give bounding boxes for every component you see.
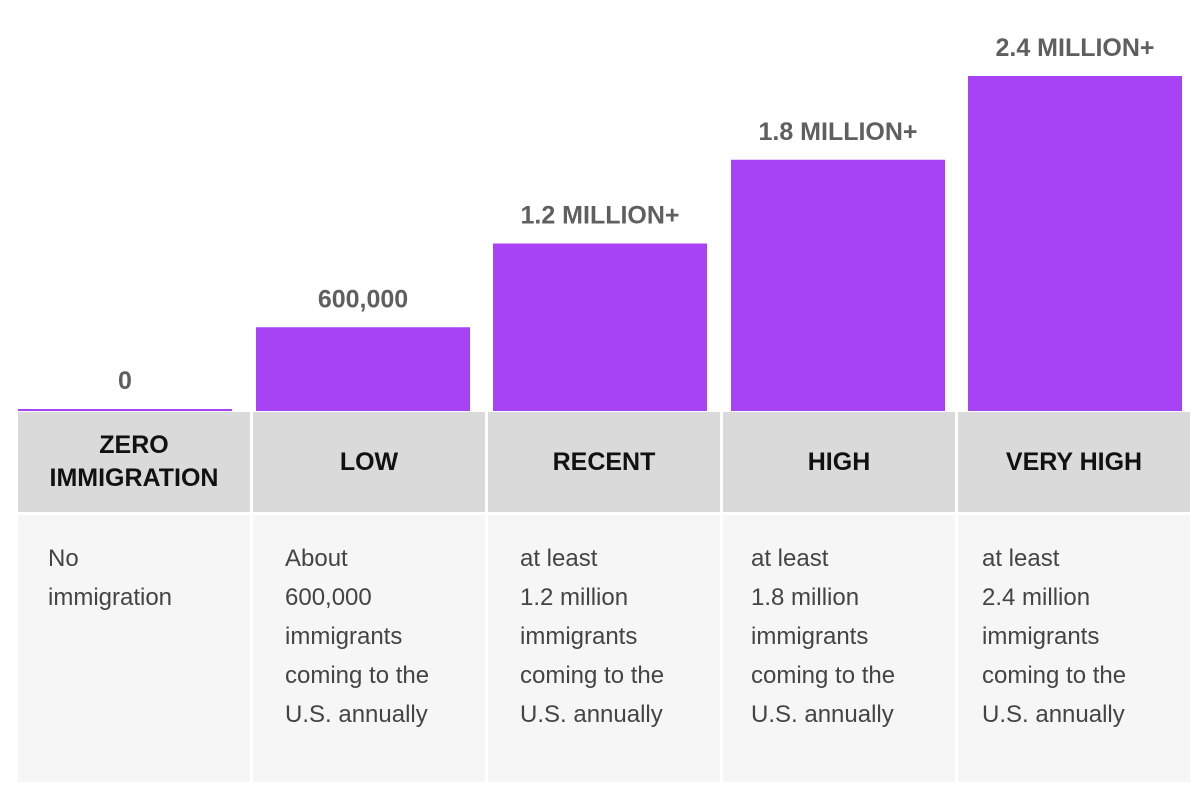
scenario-header-low: LOW (253, 412, 485, 512)
scenario-description-recent: at least 1.2 million immigrants coming t… (488, 515, 720, 782)
bar-chart: 0 600,000 1.2 MILLION+ 1.8 MILLION+ 2.4 MILL… (18, 34, 1182, 411)
bar-high (731, 159, 945, 411)
bar-zero (18, 409, 232, 411)
bar-very-high (968, 76, 1182, 411)
value-label-high: 1.8 MILLION+ (758, 118, 917, 146)
value-label-recent: 1.2 MILLION+ (520, 202, 679, 230)
scenario-description-low: About 600,000 immigrants coming to the U… (253, 515, 485, 782)
bar-recent (493, 243, 707, 411)
scenario-table: ZERO IMMIGRATION LOW RECENT HIGH VERY HI… (18, 412, 1190, 782)
value-label-zero: 0 (118, 367, 132, 395)
scenario-description-zero: No immigration (18, 515, 250, 782)
scenario-header-recent: RECENT (488, 412, 720, 512)
value-label-low: 600,000 (318, 285, 408, 313)
scenario-header-high: HIGH (723, 412, 955, 512)
value-label-very-high: 2.4 MILLION+ (995, 34, 1154, 62)
scenario-header-very-high: VERY HIGH (958, 412, 1190, 512)
scenario-description-high: at least 1.8 million immigrants coming t… (723, 515, 955, 782)
scenario-description-very-high: at least 2.4 million immigrants coming t… (958, 515, 1190, 782)
scenario-header-zero: ZERO IMMIGRATION (18, 412, 250, 512)
bar-low (256, 327, 470, 411)
